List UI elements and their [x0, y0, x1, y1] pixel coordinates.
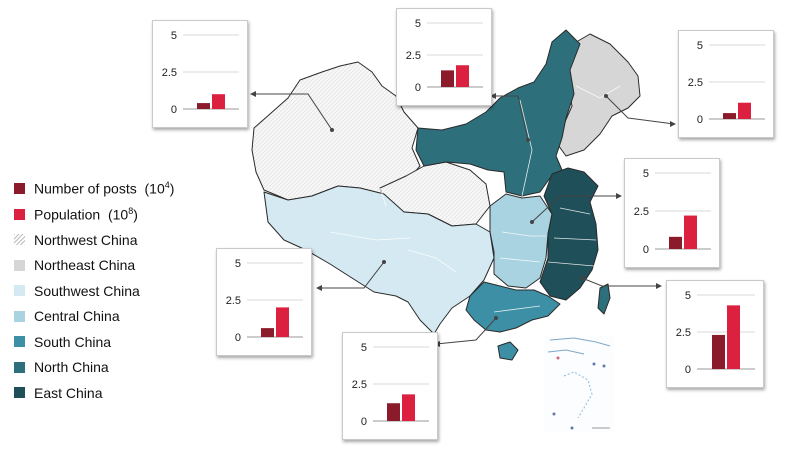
inset-chart-svg: 52.50	[634, 168, 711, 256]
inset-chart-northeast: 5 2.5 0	[678, 30, 774, 138]
posts-label-text: Number of posts (10	[34, 181, 165, 198]
y-tick-label: 5	[643, 168, 649, 180]
y-tick-label: 0	[361, 416, 367, 428]
y-tick-label: 5	[361, 342, 367, 354]
south-china-sea-minimap	[544, 336, 614, 432]
northeast-swatch	[14, 259, 25, 271]
y-tick-label: 5	[171, 30, 177, 42]
inset-chart-northwest: 5 2.5 0	[152, 20, 248, 128]
north-region	[415, 29, 581, 197]
population-label-close: )	[133, 206, 138, 223]
y-tick-label: 5	[685, 290, 691, 302]
y-tick-label: 0	[643, 244, 649, 256]
legend-item-northwest: Northwest China	[14, 227, 174, 253]
legend-label-northeast: Northeast China	[34, 257, 136, 274]
population-swatch	[14, 208, 25, 220]
legend-label-southwest: Southwest China	[34, 282, 140, 299]
northwest-region	[251, 61, 421, 201]
legend-item-east: East China	[14, 380, 174, 406]
inset-chart-north: 5 2.5 0	[396, 8, 492, 106]
y-tick-label: 5	[235, 258, 241, 270]
inset-chart-svg: 52.50	[352, 342, 429, 428]
legend: Number of posts (104) Population (108) N…	[14, 176, 174, 406]
y-tick-label: 5	[415, 18, 421, 30]
north-swatch	[14, 361, 25, 373]
population-bar	[727, 305, 740, 369]
northwest-swatch	[14, 234, 25, 246]
posts-bar	[669, 236, 682, 249]
y-tick-label: 2.5	[226, 295, 241, 307]
y-tick-label: 0	[171, 104, 177, 116]
legend-label-posts: Number of posts (104)	[34, 180, 174, 197]
y-tick-label: 0	[235, 332, 241, 344]
y-tick-label: 0	[685, 364, 691, 376]
population-bar	[402, 394, 415, 421]
legend-item-population: Population (108)	[14, 202, 174, 228]
inset-chart-central: 5 2.5 0	[624, 158, 720, 268]
legend-item-north: North China	[14, 355, 174, 381]
inset-chart-svg: 52.50	[688, 40, 765, 126]
population-label-text: Population (10	[34, 206, 129, 223]
posts-swatch	[14, 183, 25, 195]
inset-chart-svg: 52.50	[406, 18, 483, 94]
legend-item-central: Central China	[14, 304, 174, 330]
east-swatch	[14, 387, 25, 399]
southwest-swatch	[14, 285, 25, 297]
legend-label-north: North China	[34, 359, 109, 376]
south-swatch	[14, 336, 25, 348]
posts-bar	[197, 103, 210, 109]
y-tick-label: 5	[697, 40, 703, 52]
posts-bar	[723, 113, 736, 119]
y-tick-label: 0	[415, 82, 421, 94]
posts-bar	[387, 403, 400, 421]
y-tick-label: 2.5	[676, 327, 691, 339]
posts-label-close: )	[169, 181, 175, 198]
east-region	[539, 167, 599, 301]
legend-item-northeast: Northeast China	[14, 253, 174, 279]
legend-label-central: Central China	[34, 308, 120, 325]
inset-chart-svg: 52.50	[226, 258, 303, 344]
posts-label-exponent: 4	[164, 180, 170, 191]
legend-label-population: Population (108)	[34, 206, 138, 223]
y-tick-label: 2.5	[162, 67, 177, 79]
population-bar	[684, 215, 697, 249]
central-swatch	[14, 310, 25, 322]
population-label-exponent: 8	[128, 205, 134, 216]
population-bar	[738, 102, 751, 119]
y-tick-label: 0	[697, 114, 703, 126]
inset-chart-south: 5 2.5 0	[342, 332, 438, 440]
south-region	[465, 281, 561, 333]
population-bar	[276, 307, 289, 337]
posts-bar	[441, 70, 454, 87]
legend-item-posts: Number of posts (104)	[14, 176, 174, 202]
posts-bar	[712, 334, 725, 369]
y-tick-label: 2.5	[634, 206, 649, 218]
legend-item-south: South China	[14, 329, 174, 355]
legend-label-south: South China	[34, 333, 112, 350]
y-tick-label: 2.5	[352, 379, 367, 391]
inset-chart-east: 5 2.5 0	[666, 280, 764, 388]
legend-item-southwest: Southwest China	[14, 278, 174, 304]
taiwan-island	[597, 283, 611, 315]
posts-bar	[261, 328, 274, 337]
legend-label-northwest: Northwest China	[34, 231, 138, 248]
inset-chart-svg: 52.50	[676, 290, 755, 376]
inset-chart-southwest: 5 2.5 0	[216, 248, 312, 356]
hainan-island	[497, 341, 519, 361]
legend-label-east: East China	[34, 384, 103, 401]
inset-chart-svg: 52.50	[162, 30, 239, 116]
y-tick-label: 2.5	[688, 77, 703, 89]
y-tick-label: 2.5	[406, 50, 421, 62]
population-bar	[456, 65, 469, 87]
population-bar	[212, 94, 225, 109]
